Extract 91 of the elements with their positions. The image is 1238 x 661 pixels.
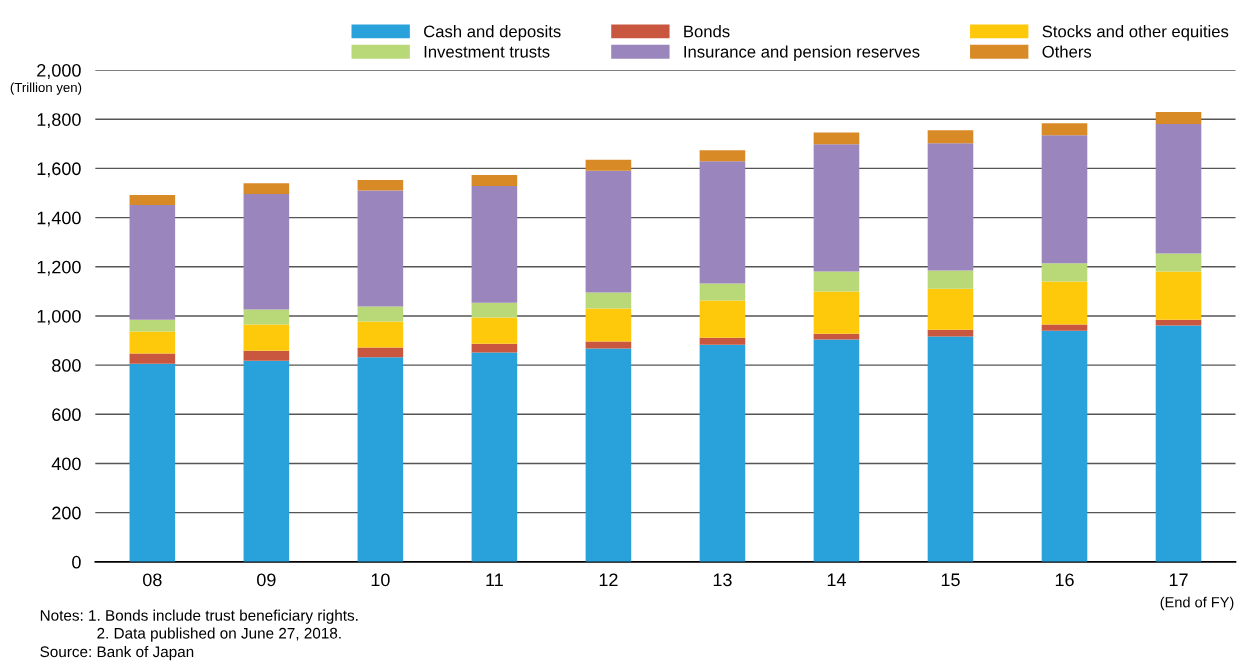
x-tick-label: 09 xyxy=(257,573,276,587)
bar xyxy=(243,183,290,194)
bar xyxy=(1041,330,1088,562)
bar xyxy=(243,194,290,310)
bar xyxy=(699,344,746,562)
bar xyxy=(585,308,632,342)
bar xyxy=(813,291,860,334)
bar xyxy=(243,350,290,361)
bar xyxy=(471,317,518,344)
y-tick-label: 1,400 xyxy=(37,211,81,227)
bar xyxy=(1041,324,1088,331)
bar xyxy=(129,353,176,364)
text: 2. Data published on June 27, 2018. xyxy=(97,627,341,642)
bar xyxy=(1041,281,1088,325)
y-tick-label: 800 xyxy=(52,359,81,372)
y-tick-label: 1,800 xyxy=(37,113,81,129)
text: (End of FY) xyxy=(1160,596,1234,611)
bar xyxy=(243,360,290,562)
bar xyxy=(813,339,860,562)
bar xyxy=(585,348,632,562)
bar xyxy=(357,306,404,322)
y-tick-label: 1,000 xyxy=(37,309,81,325)
x-tick-label: 10 xyxy=(371,573,390,587)
bar xyxy=(699,337,746,345)
x-tick-label: 13 xyxy=(713,573,732,587)
bar xyxy=(699,161,746,284)
legend-label: Bonds xyxy=(684,25,730,38)
y-tick-label: 0 xyxy=(72,555,81,569)
x-tick-label: 17 xyxy=(1169,573,1188,587)
legend-label: Cash and deposits xyxy=(424,25,561,41)
y-tick-label: 400 xyxy=(51,457,81,471)
bar xyxy=(927,288,974,330)
bar xyxy=(813,132,860,145)
x-tick-label: 14 xyxy=(827,573,846,587)
y-axis-title: (Trillion yen) xyxy=(10,82,82,95)
bar xyxy=(129,331,176,354)
bar xyxy=(1155,325,1202,562)
bar xyxy=(243,324,290,351)
bar xyxy=(585,159,632,171)
y-tick-label: 200 xyxy=(52,506,81,520)
bar xyxy=(927,270,974,289)
bar xyxy=(927,329,974,337)
legend-label: Investment trusts xyxy=(424,46,550,58)
x-tick-label: 12 xyxy=(599,573,618,587)
bar xyxy=(699,300,746,338)
bar xyxy=(471,175,518,186)
y-tick-label: 2,000 xyxy=(37,64,81,79)
bar xyxy=(927,336,974,562)
bar xyxy=(471,352,518,562)
bar xyxy=(1155,319,1202,326)
bar xyxy=(699,150,746,162)
y-tick-label: 1,200 xyxy=(37,260,81,276)
legend-label: Others xyxy=(1042,45,1092,58)
text: Notes: 1. Bonds include trust beneficiary rights. xyxy=(40,609,358,624)
source-note: Source: Bank of Japan xyxy=(40,645,194,661)
bar xyxy=(471,185,518,303)
bar xyxy=(357,190,404,307)
bar xyxy=(129,363,176,562)
bar xyxy=(129,205,176,320)
bar xyxy=(813,271,860,292)
x-tick-label: 16 xyxy=(1055,573,1074,587)
bar xyxy=(1155,112,1202,124)
x-tick-label: 11 xyxy=(486,573,503,587)
bar xyxy=(357,357,404,562)
bar xyxy=(471,343,518,353)
bar xyxy=(129,319,176,332)
bar xyxy=(1155,253,1202,272)
bar xyxy=(357,347,404,358)
bar xyxy=(1041,123,1088,136)
bar xyxy=(357,179,404,191)
bar xyxy=(585,292,632,309)
legend-label: Insurance and pension reserves xyxy=(684,45,920,61)
bar xyxy=(813,333,860,340)
y-tick-label: 1,600 xyxy=(37,162,81,178)
bar xyxy=(927,130,974,144)
bar xyxy=(357,321,404,348)
bar xyxy=(129,194,176,206)
bar xyxy=(1041,135,1088,264)
bar xyxy=(585,170,632,293)
x-tick-label: 15 xyxy=(941,573,960,587)
bar xyxy=(1155,271,1202,320)
bar xyxy=(1041,263,1088,282)
bar xyxy=(927,143,974,271)
bar xyxy=(471,302,518,318)
bar xyxy=(243,309,290,325)
y-tick-label: 600 xyxy=(52,408,81,422)
x-tick-label: 08 xyxy=(143,573,162,587)
bar xyxy=(813,144,860,272)
bar xyxy=(699,283,746,301)
bar xyxy=(1155,123,1202,254)
legend-label: Stocks and other equities xyxy=(1042,25,1229,41)
